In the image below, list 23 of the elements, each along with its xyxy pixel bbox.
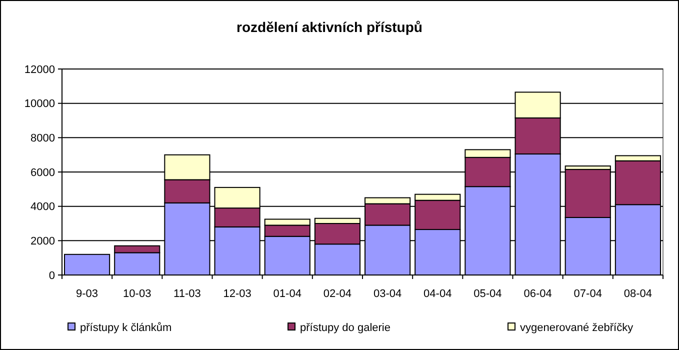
y-tick-label: 0 — [48, 270, 55, 282]
y-tick-label: 6000 — [30, 166, 55, 179]
x-tick-label: 9-03 — [76, 288, 98, 300]
y-tick-label: 10000 — [24, 98, 55, 110]
y-tick-label: 12000 — [24, 64, 55, 76]
x-tick-label: 01-04 — [273, 288, 302, 300]
legend-label: vygenerované žebříčky — [520, 322, 634, 334]
x-tick-label: 12-03 — [223, 288, 252, 300]
y-tick-label: 8000 — [30, 132, 55, 145]
legend-label: přístupy do galerie — [300, 322, 390, 334]
x-tick-label: 05-04 — [474, 288, 502, 300]
legend-label: přístupy k článkům — [80, 322, 172, 334]
chart-title: rozdělení aktivních přístupů — [236, 19, 422, 35]
x-tick-label: 02-04 — [323, 288, 352, 300]
x-tick-label: 06-04 — [524, 288, 552, 300]
y-tick-label: 4000 — [30, 201, 55, 214]
x-tick-label: 08-04 — [624, 288, 652, 300]
x-tick-label: 11-03 — [174, 288, 201, 300]
x-tick-label: 04-04 — [424, 288, 452, 300]
x-tick-label: 03-04 — [373, 288, 402, 300]
x-tick-label: 07-04 — [574, 288, 602, 300]
y-tick-label: 2000 — [30, 236, 55, 248]
x-tick-label: 10-03 — [123, 288, 152, 300]
